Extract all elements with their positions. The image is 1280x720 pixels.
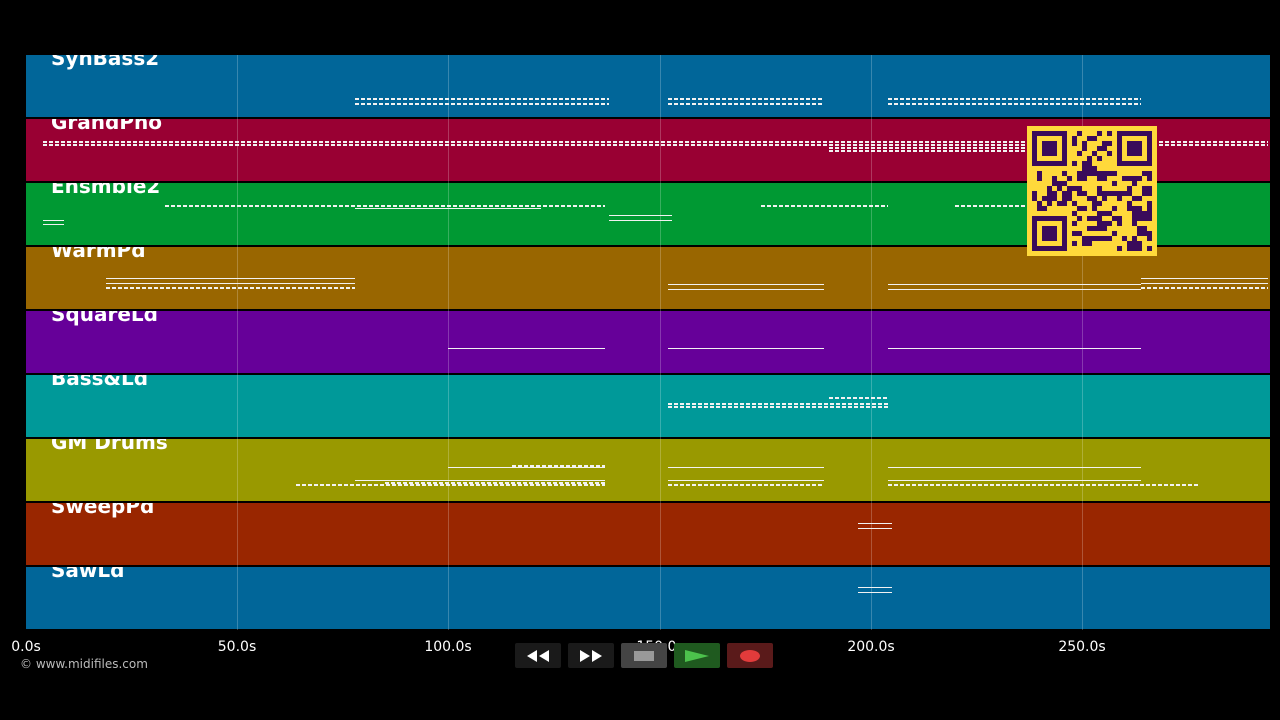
time-gridline bbox=[660, 55, 661, 630]
midi-note bbox=[887, 348, 1142, 349]
record-icon bbox=[740, 649, 760, 662]
midi-note bbox=[448, 467, 605, 468]
midi-note bbox=[42, 141, 1268, 143]
time-tick-label: 200.0s bbox=[847, 639, 895, 655]
track-label: SawLd bbox=[51, 567, 125, 582]
rewind-icon bbox=[527, 649, 549, 662]
midi-note bbox=[668, 467, 825, 468]
track-label: GrandPno bbox=[51, 119, 162, 134]
track-label: SquareLd bbox=[51, 311, 158, 326]
fast-forward-icon bbox=[580, 649, 602, 662]
midi-note bbox=[385, 482, 605, 484]
play-icon bbox=[685, 649, 709, 662]
stop-icon bbox=[634, 650, 654, 661]
track-lane: GM Drums bbox=[26, 439, 1270, 501]
midi-note bbox=[165, 205, 605, 207]
time-tick-label: 50.0s bbox=[217, 639, 257, 655]
track-lane: SawLd bbox=[26, 567, 1270, 629]
midi-note bbox=[355, 98, 609, 100]
time-gridline bbox=[237, 55, 238, 630]
stop-button[interactable] bbox=[621, 643, 667, 668]
midi-note bbox=[858, 587, 892, 588]
qr-code[interactable] bbox=[1027, 126, 1157, 256]
time-tick-label: 0.0s bbox=[11, 639, 41, 655]
midi-note bbox=[887, 480, 1142, 481]
midi-note bbox=[448, 348, 605, 349]
midi-note bbox=[887, 284, 1142, 285]
midi-note bbox=[858, 592, 892, 593]
track-label: SweepPd bbox=[51, 503, 155, 518]
midi-note bbox=[760, 205, 888, 207]
transport-controls bbox=[511, 643, 773, 668]
midi-note bbox=[355, 208, 542, 209]
midi-note bbox=[355, 103, 609, 105]
midi-note bbox=[1141, 278, 1268, 279]
midi-note bbox=[668, 480, 825, 481]
track-label: GM Drums bbox=[51, 439, 168, 454]
midi-note bbox=[887, 103, 1142, 105]
midi-note bbox=[1141, 287, 1268, 289]
midi-note bbox=[668, 98, 825, 100]
copyright-notice: © www.midifiles.com bbox=[20, 657, 148, 671]
midi-note bbox=[887, 98, 1142, 100]
track-lane: Bass&Ld bbox=[26, 375, 1270, 437]
midi-note bbox=[668, 289, 825, 290]
midi-note bbox=[608, 215, 673, 216]
midi-note bbox=[511, 465, 605, 467]
fast-forward-button[interactable] bbox=[568, 643, 614, 668]
time-tick-label: 100.0s bbox=[424, 639, 472, 655]
track-label: WarmPd bbox=[51, 247, 146, 262]
track-label: SynBass2 bbox=[51, 55, 160, 70]
midi-note bbox=[42, 220, 64, 221]
midi-note bbox=[296, 484, 605, 486]
midi-note bbox=[668, 406, 888, 408]
midi-note bbox=[828, 150, 1125, 152]
midi-note bbox=[668, 284, 825, 285]
midi-note bbox=[42, 144, 1268, 146]
midi-note bbox=[42, 224, 64, 225]
midi-note bbox=[668, 403, 888, 405]
rewind-button[interactable] bbox=[515, 643, 561, 668]
time-gridline bbox=[448, 55, 449, 630]
time-tick-label: 250.0s bbox=[1058, 639, 1106, 655]
time-gridline bbox=[1082, 55, 1083, 630]
midi-note bbox=[608, 220, 673, 221]
midi-note bbox=[106, 287, 356, 289]
track-label: Ensmble2 bbox=[51, 183, 161, 198]
midi-note bbox=[668, 103, 825, 105]
midi-note bbox=[668, 484, 825, 486]
midi-note bbox=[106, 283, 356, 284]
midi-note bbox=[887, 289, 1142, 290]
qr-code-icon bbox=[1032, 131, 1152, 251]
midi-note bbox=[955, 205, 1061, 207]
time-gridline bbox=[871, 55, 872, 630]
midi-note bbox=[828, 147, 1125, 149]
midi-note bbox=[355, 480, 605, 481]
track-lane: SynBass2 bbox=[26, 55, 1270, 117]
track-lane: SquareLd bbox=[26, 311, 1270, 373]
midi-note bbox=[106, 278, 356, 279]
track-lane: SweepPd bbox=[26, 503, 1270, 565]
midi-note bbox=[828, 397, 888, 399]
midi-note bbox=[1141, 283, 1268, 284]
midi-note bbox=[887, 484, 1201, 486]
play-button[interactable] bbox=[674, 643, 720, 668]
midi-note bbox=[668, 348, 825, 349]
midi-note bbox=[858, 528, 892, 529]
midi-note bbox=[858, 523, 892, 524]
track-label: Bass&Ld bbox=[51, 375, 149, 390]
record-button[interactable] bbox=[727, 643, 773, 668]
midi-note bbox=[887, 467, 1142, 468]
